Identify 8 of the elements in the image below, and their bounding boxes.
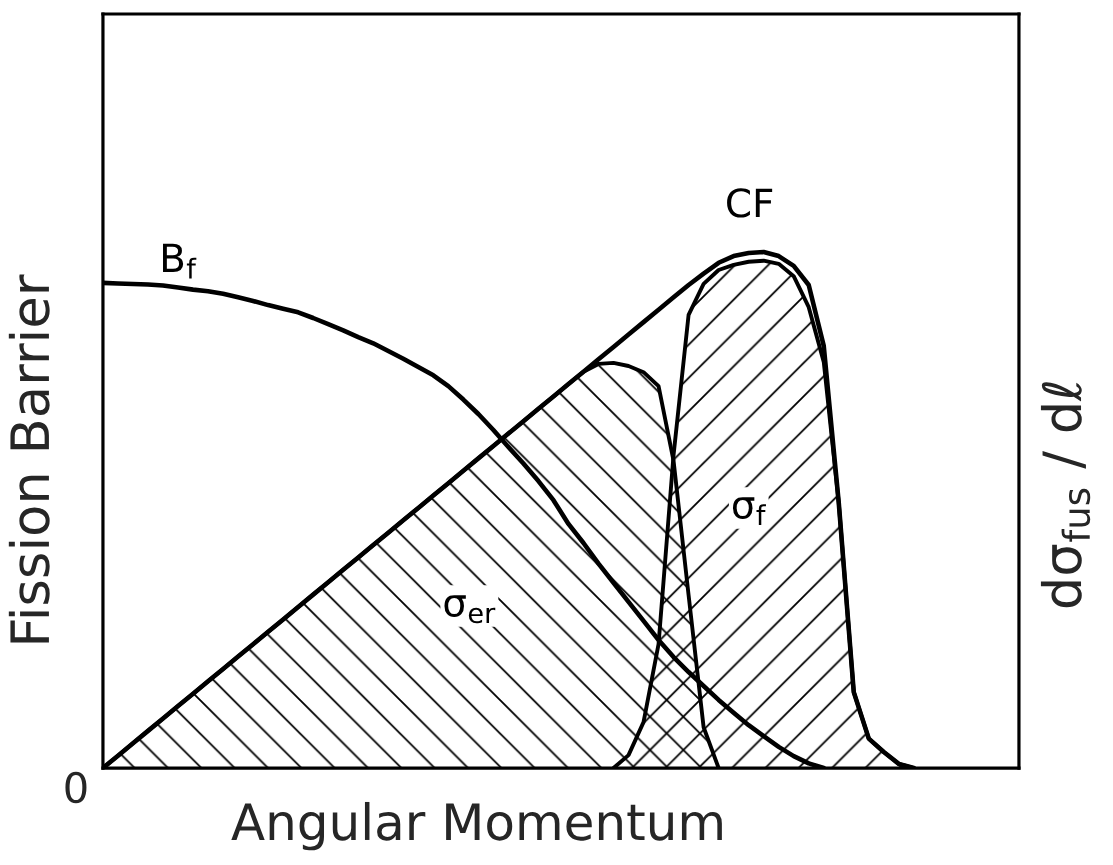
series-label: σ$_{f}$ <box>732 497 766 525</box>
series-label: B$_{f}$ <box>163 243 197 279</box>
text: 0 <box>65 771 87 804</box>
series-label: CF <box>727 188 773 218</box>
y2-axis-title: dσ$_{fus}$ / dℓ <box>1040 382 1091 608</box>
series-label: σ$_{er}$ <box>444 595 496 624</box>
y-axis-title: Fission Barrier <box>8 274 50 643</box>
x-axis-title: Angular Momentum <box>231 801 722 851</box>
